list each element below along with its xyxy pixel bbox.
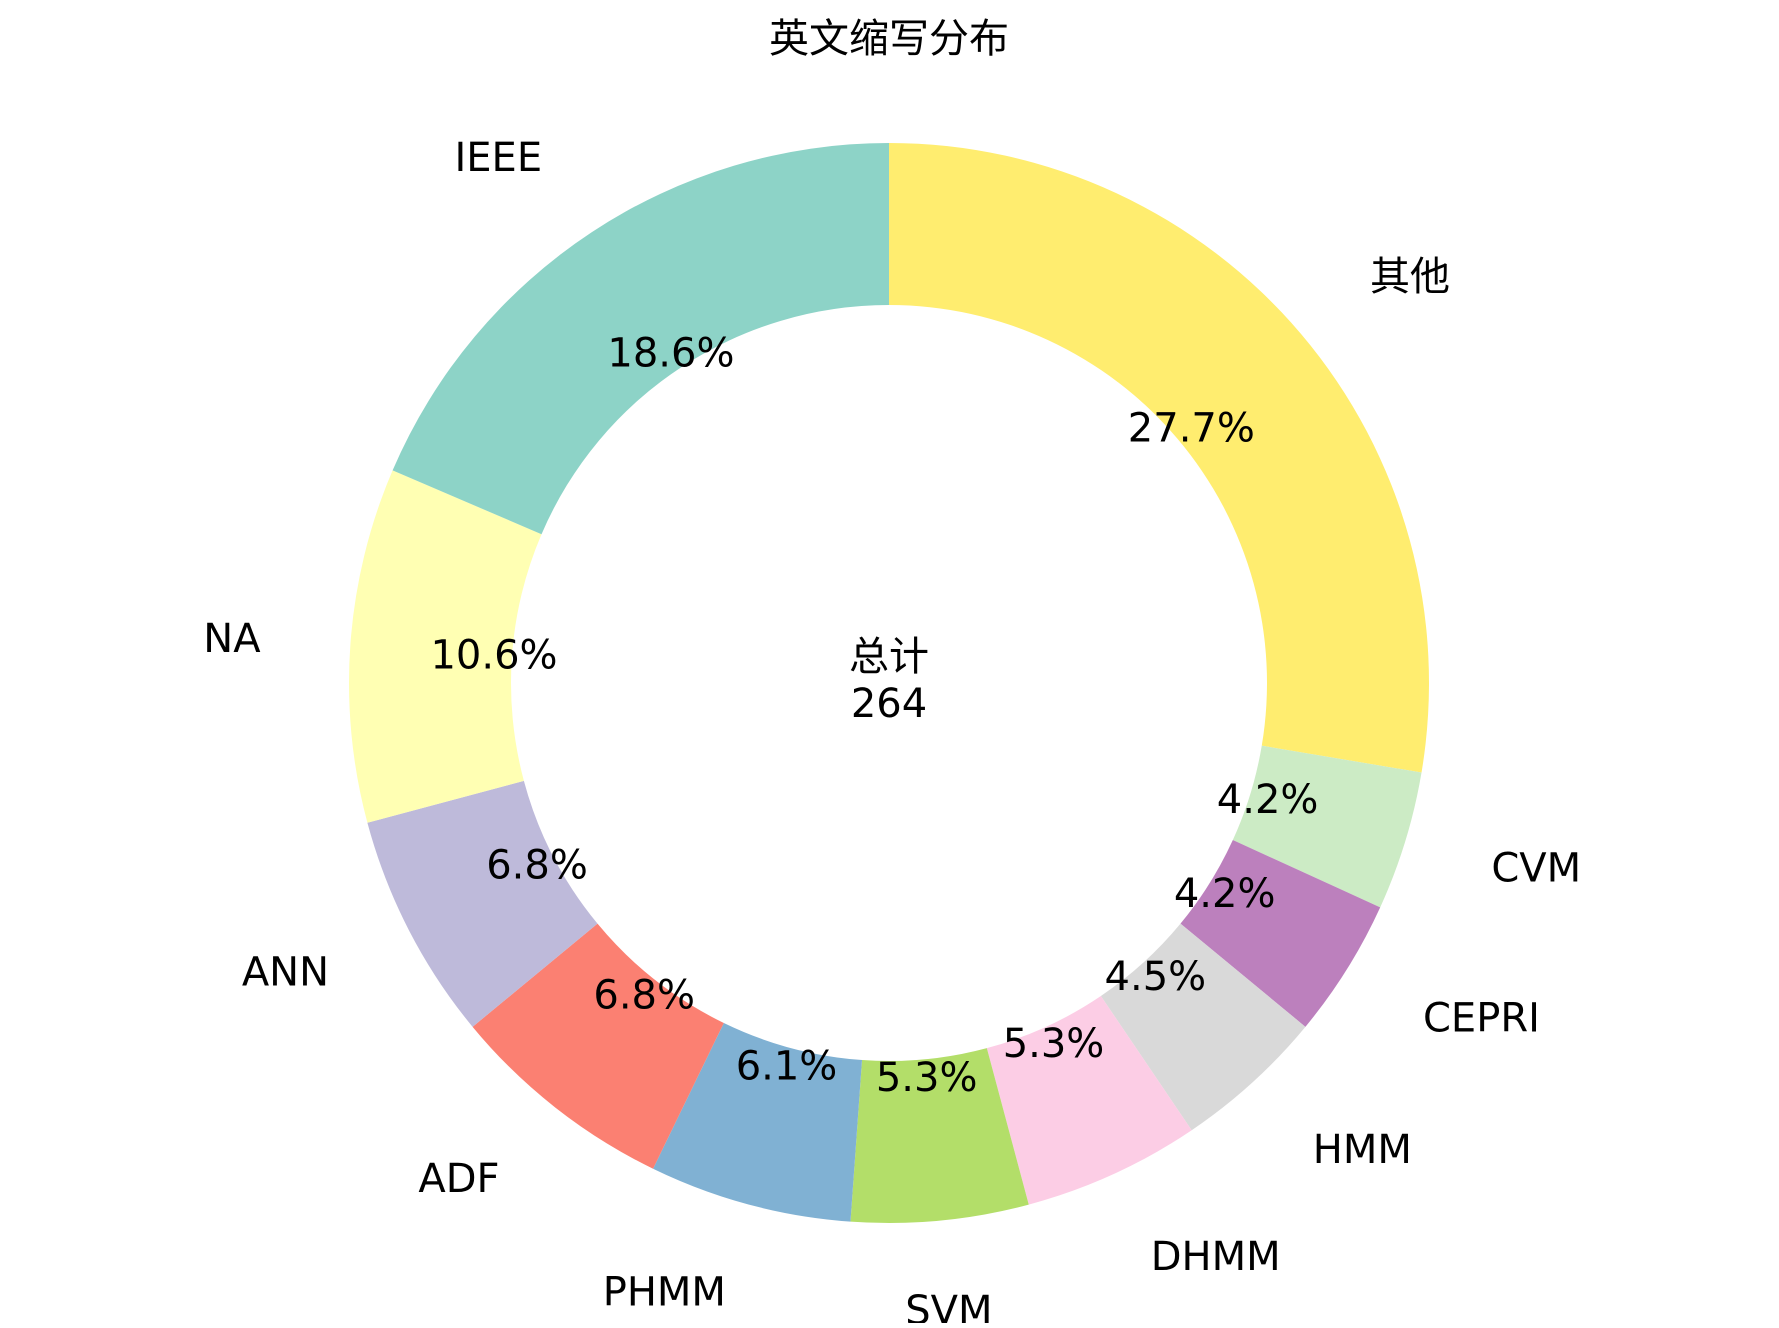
slice-PHMM <box>653 1023 863 1222</box>
percent-label-IEEE: 18.6% <box>607 330 734 376</box>
slice-ANN <box>367 780 598 1027</box>
category-label-ANN: ANN <box>242 950 329 996</box>
slice-ADF <box>472 923 724 1169</box>
slice-NA <box>349 470 542 823</box>
slice-DHMM <box>986 996 1192 1205</box>
category-label-ADF: ADF <box>418 1156 499 1202</box>
center-caption: 总计 <box>849 634 929 680</box>
center-total: 264 <box>851 681 927 727</box>
percent-label-SVM: 5.3% <box>876 1055 978 1101</box>
category-label-PHMM: PHMM <box>603 1270 726 1316</box>
labels-group: 27.7% 其他 4.2% CVM 4.2% CEPRI 4.5% HMM 5.3% DHMM 5.… <box>203 135 1581 1328</box>
slice-SVM <box>850 1048 1029 1224</box>
slice-CEPRI <box>1180 840 1381 1027</box>
category-label-其他: 其他 <box>1370 254 1450 300</box>
percent-label-其他: 27.7% <box>1128 405 1255 451</box>
percent-label-NA: 10.6% <box>430 633 557 679</box>
percent-label-HMM: 4.5% <box>1105 954 1207 1000</box>
category-label-SVM: SVM <box>905 1288 992 1323</box>
slices-group <box>349 143 1429 1224</box>
chart-title: 英文缩写分布 <box>769 16 1009 62</box>
category-label-IEEE: IEEE <box>454 135 542 181</box>
percent-label-PHMM: 6.1% <box>736 1044 838 1090</box>
slice-其他 <box>889 143 1429 773</box>
percent-label-ADF: 6.8% <box>593 972 695 1018</box>
category-label-CVM: CVM <box>1491 846 1581 892</box>
percent-label-CVM: 4.2% <box>1217 777 1319 823</box>
percent-label-DHMM: 5.3% <box>1003 1021 1105 1067</box>
category-label-CEPRI: CEPRI <box>1423 995 1540 1041</box>
percent-label-CEPRI: 4.2% <box>1174 871 1276 917</box>
category-label-HMM: HMM <box>1313 1127 1412 1173</box>
category-label-NA: NA <box>203 616 261 662</box>
percent-label-ANN: 6.8% <box>486 842 588 888</box>
slice-IEEE <box>392 143 889 535</box>
category-label-DHMM: DHMM <box>1151 1234 1281 1280</box>
slice-HMM <box>1100 923 1306 1131</box>
slice-CVM <box>1232 745 1422 908</box>
